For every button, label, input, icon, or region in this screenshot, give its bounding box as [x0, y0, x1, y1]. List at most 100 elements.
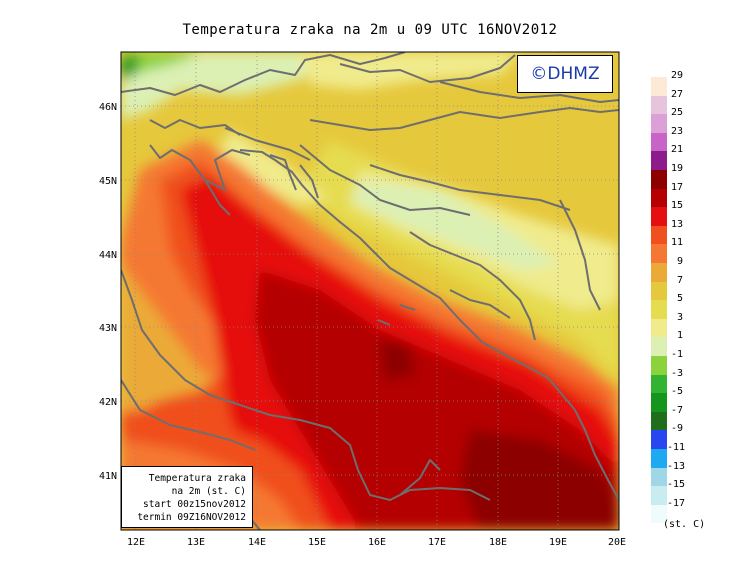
- lat-label: 44N: [99, 250, 117, 261]
- legend-swatch: [651, 356, 667, 375]
- legend-swatch: [651, 132, 667, 152]
- legend-swatch: [651, 430, 667, 449]
- legend-label: 19: [670, 163, 683, 174]
- legend-swatch: [651, 467, 667, 487]
- legend-item: 17: [649, 182, 729, 208]
- legend-swatch: [651, 151, 667, 170]
- legend-item: 1: [649, 330, 729, 356]
- legend-swatch: [651, 263, 667, 282]
- legend-label: 25: [670, 107, 683, 119]
- legend-item: -13: [649, 461, 729, 487]
- info-box: Temperatura zraka na 2m (st. C) start 00…: [121, 466, 253, 528]
- legend-item: 15: [649, 200, 729, 226]
- map-frame: [120, 51, 620, 531]
- dhmz-logo: ©DHMZ: [517, 55, 613, 93]
- lat-label: 45N: [99, 176, 117, 187]
- legend-swatch: [651, 374, 667, 394]
- lon-label: 13E: [187, 537, 205, 548]
- legend-label: 13: [670, 218, 683, 230]
- legend-label: 27: [670, 88, 683, 100]
- legend-swatch: [651, 337, 667, 356]
- temperature-field: [121, 52, 619, 530]
- info-line: start 00z15nov2012: [143, 499, 246, 510]
- legend-label: 9: [676, 256, 683, 267]
- graticule: [121, 52, 619, 530]
- legend-item: -3: [649, 368, 729, 394]
- lon-label: 17E: [428, 537, 446, 548]
- legend-swatch: [651, 207, 667, 226]
- legend-swatch: [651, 244, 667, 263]
- lat-label: 43N: [99, 323, 117, 334]
- legend-swatch: [651, 300, 667, 319]
- legend-label: 29: [670, 70, 683, 81]
- legend-label: 11: [670, 237, 683, 249]
- legend-item: 23: [649, 126, 729, 152]
- coastlines-borders: [121, 52, 619, 530]
- lon-label: 20E: [608, 537, 626, 548]
- legend-item: 9: [649, 256, 729, 282]
- legend-label: -9: [670, 423, 683, 435]
- legend-label: 23: [670, 125, 683, 137]
- legend-item: -15: [649, 479, 729, 505]
- page-title: Temperatura zraka na 2m u 09 UTC 16NOV20…: [182, 22, 558, 38]
- legend-label: 21: [670, 144, 683, 156]
- legend-item: 13: [649, 219, 729, 245]
- legend-label: 7: [676, 274, 683, 286]
- legend-swatch: [651, 114, 667, 133]
- legend-item: 19: [649, 163, 729, 189]
- legend-item: 11: [649, 237, 729, 263]
- lat-label: 46N: [99, 102, 117, 113]
- legend-swatch: [651, 449, 667, 468]
- legend-unit: (st. C): [663, 519, 706, 530]
- legend-label: -3: [670, 367, 683, 379]
- legend-item: 7: [649, 275, 729, 301]
- lat-label: 42N: [99, 397, 117, 408]
- lon-label: 19E: [549, 537, 567, 548]
- legend-swatch: [651, 411, 667, 431]
- lon-label: 16E: [368, 537, 386, 548]
- legend-swatch: [651, 486, 667, 505]
- legend-label: -11: [667, 442, 686, 453]
- legend-swatch: [651, 188, 667, 208]
- legend-item: 21: [649, 144, 729, 170]
- legend-swatch: [651, 318, 667, 338]
- legend-label: -15: [667, 479, 686, 491]
- legend-item: 25: [649, 107, 729, 133]
- legend-item: -5: [649, 386, 729, 412]
- legend-item: 27: [649, 89, 729, 115]
- legend-item: -17: [649, 498, 729, 524]
- legend-swatch: [651, 225, 667, 245]
- legend-label: 5: [676, 293, 683, 305]
- legend-label: 3: [676, 311, 683, 323]
- legend-swatch: [651, 281, 667, 301]
- lon-label: 18E: [489, 537, 507, 548]
- lat-axis: 46N 45N 44N 43N 42N 41N: [99, 102, 117, 482]
- legend-swatch: [651, 77, 667, 96]
- legend-label: -1: [670, 349, 683, 360]
- legend-label: 17: [670, 181, 683, 193]
- legend-swatch: [651, 504, 667, 524]
- legend-swatch: [651, 393, 667, 412]
- legend-label: -7: [670, 404, 683, 416]
- legend-item: -7: [649, 405, 729, 431]
- legend-item: 3: [649, 312, 729, 338]
- legend-label: 15: [670, 200, 683, 212]
- lon-label: 14E: [248, 537, 266, 548]
- lon-label: 15E: [308, 537, 326, 548]
- legend-label: -5: [670, 386, 683, 398]
- lon-label: 12E: [127, 537, 145, 548]
- legend-item: -11: [649, 442, 729, 468]
- legend-item: 5: [649, 293, 729, 319]
- legend-item: -1: [649, 349, 729, 375]
- legend-item: -9: [649, 423, 729, 449]
- legend-label: 1: [676, 330, 683, 342]
- lat-label: 41N: [99, 471, 117, 482]
- info-line: na 2m (st. C): [171, 486, 246, 497]
- legend-item: 29: [649, 70, 729, 96]
- legend-label: -13: [667, 460, 686, 472]
- legend-label: -17: [667, 497, 686, 509]
- legend-swatch: [651, 170, 667, 189]
- info-line: termin 09Z16NOV2012: [137, 512, 246, 523]
- info-line: Temperatura zraka: [148, 473, 246, 484]
